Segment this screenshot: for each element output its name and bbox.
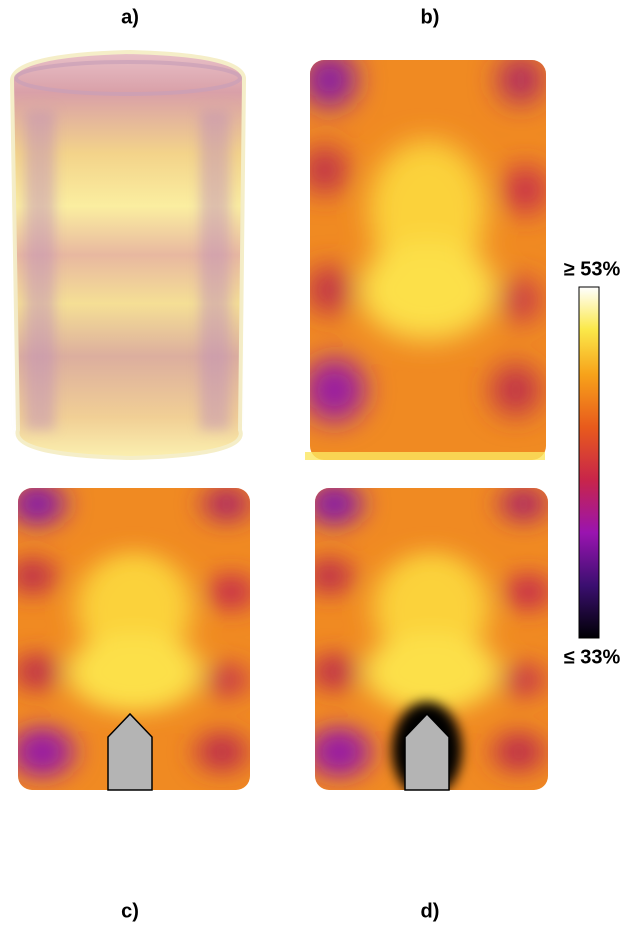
cylinder-image [12, 52, 244, 458]
panel-label: a) [121, 6, 139, 28]
panel-label: c) [121, 900, 139, 922]
panel-label: b) [421, 6, 440, 28]
colorbar [579, 287, 599, 638]
heatmap [290, 40, 564, 500]
page: a) b) c) d) ≥ 53% ≤ 33% (() => { const d… [0, 0, 631, 926]
colorbar-max-label: ≥ 53% [564, 258, 621, 280]
figure: a) b) c) d) ≥ 53% ≤ 33% [0, 0, 631, 926]
colorbar-min-label: ≤ 33% [564, 646, 621, 668]
panel-label: d) [421, 900, 440, 922]
